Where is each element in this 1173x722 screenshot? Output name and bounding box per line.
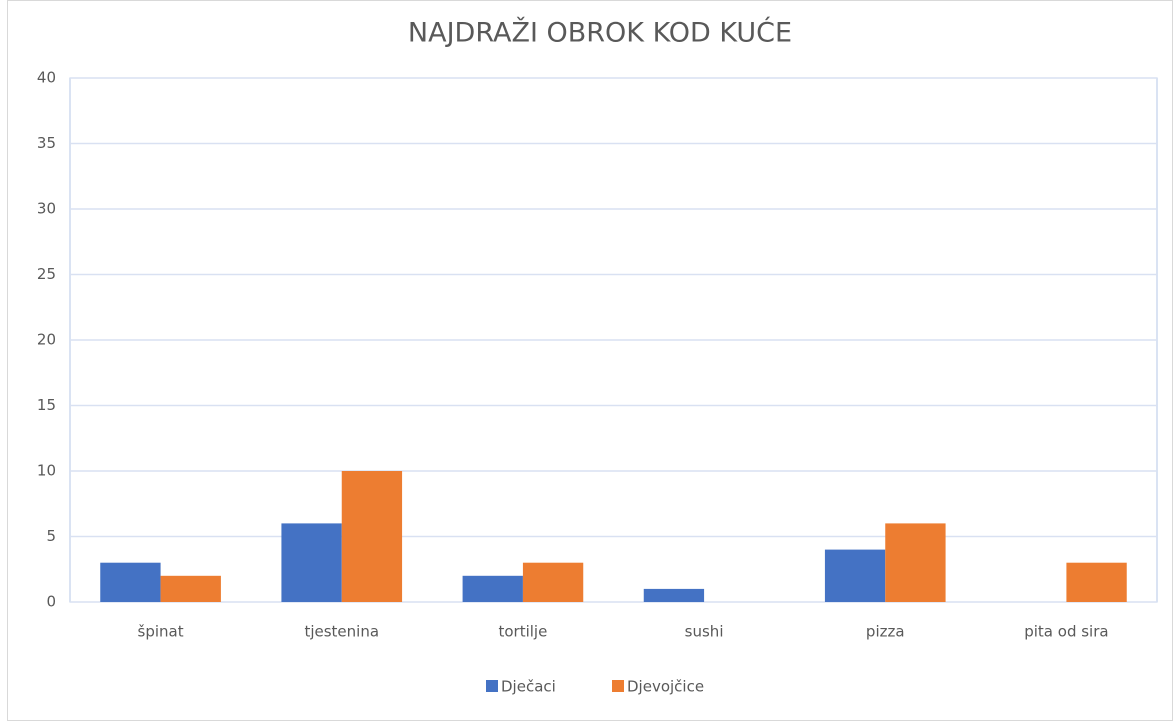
x-tick-label: pita od sira <box>1024 623 1108 641</box>
x-tick-label: tjestenina <box>304 623 379 641</box>
legend-swatch <box>612 680 624 692</box>
bar <box>824 549 886 602</box>
y-tick-label: 0 <box>46 593 56 611</box>
chart-border <box>7 0 1173 721</box>
bar <box>643 588 705 602</box>
bar <box>522 562 584 602</box>
x-tick-label: pizza <box>866 623 905 641</box>
legend-swatch <box>486 680 498 692</box>
y-tick-label: 30 <box>37 200 56 218</box>
y-tick-label: 10 <box>37 462 56 480</box>
bar <box>100 562 161 602</box>
chart-title: NAJDRAŽI OBROK KOD KUĆE <box>408 17 792 49</box>
x-tick-label: tortilje <box>498 623 547 641</box>
bar <box>1066 562 1127 602</box>
bar <box>341 471 403 602</box>
y-tick-label: 35 <box>37 134 56 152</box>
y-tick-label: 25 <box>37 265 56 283</box>
y-tick-label: 40 <box>37 69 56 87</box>
x-tick-label: sushi <box>685 623 724 641</box>
bar <box>885 523 946 602</box>
bar <box>462 575 523 602</box>
bar <box>160 575 221 602</box>
x-tick-label: špinat <box>138 623 184 641</box>
y-tick-label: 5 <box>46 527 56 545</box>
legend-label: Dječaci <box>501 678 556 696</box>
bar <box>281 523 342 602</box>
y-tick-label: 20 <box>37 331 56 349</box>
legend-label: Djevojčice <box>627 678 704 696</box>
y-tick-label: 15 <box>37 396 56 414</box>
